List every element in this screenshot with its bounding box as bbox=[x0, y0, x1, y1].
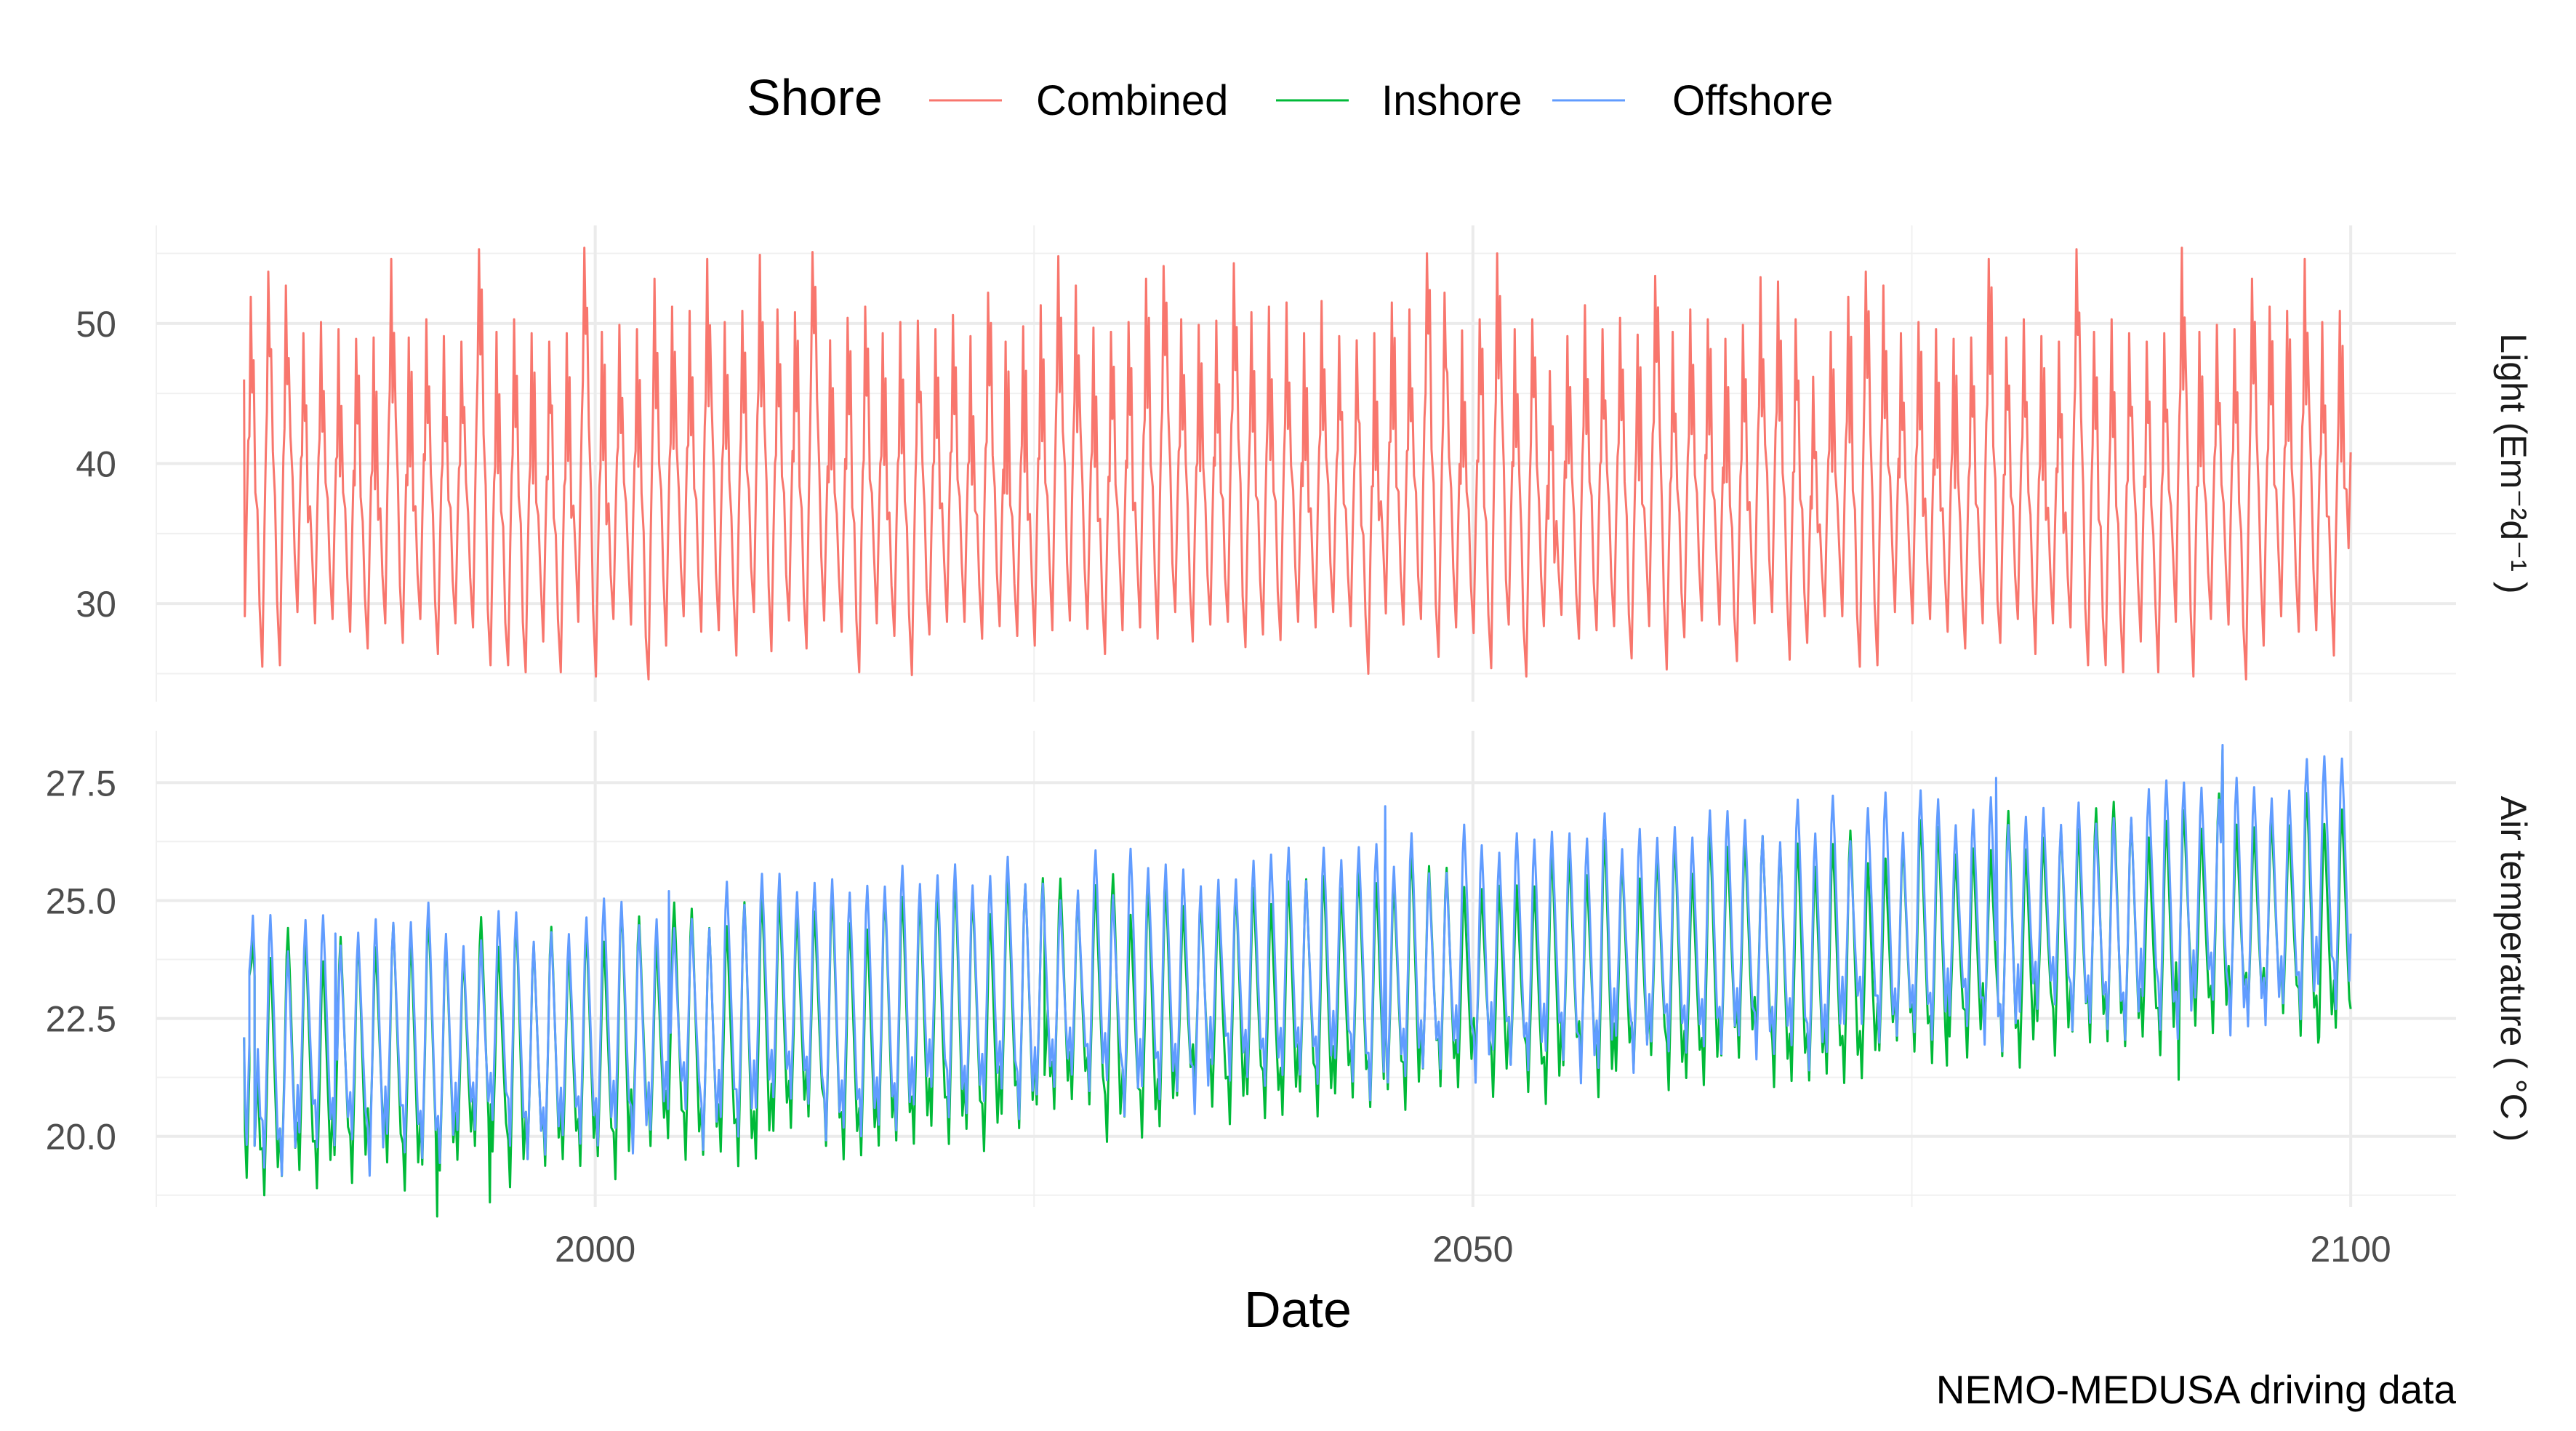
panel-light: 30 40 50 Light (Em⁻²d⁻¹ ) bbox=[76, 225, 2534, 702]
x-tick-label: 2100 bbox=[2311, 1229, 2391, 1270]
legend-label-offshore: Offshore bbox=[1672, 77, 1833, 124]
y-tick-label: 40 bbox=[76, 444, 116, 485]
x-tick-label: 2050 bbox=[1432, 1229, 1513, 1270]
y-tick-label: 27.5 bbox=[46, 763, 116, 803]
x-axis-tick-labels: 2000 2050 2100 bbox=[555, 1229, 2391, 1270]
x-tick-label: 2000 bbox=[555, 1229, 635, 1270]
legend-label-combined: Combined bbox=[1036, 77, 1228, 124]
legend: Shore Combined Inshore Offshore bbox=[747, 69, 1833, 126]
y-tick-label: 22.5 bbox=[46, 999, 116, 1040]
y-tick-label: 50 bbox=[76, 304, 116, 345]
series-line-offshore bbox=[243, 744, 2352, 1177]
panel-air-temperature-series bbox=[243, 744, 2352, 1218]
panel-air-temperature: 20.0 22.5 25.0 27.5 Air temperature ( °C ) bbox=[46, 731, 2534, 1218]
panel-air-temperature-strip-label: Air temperature ( °C ) bbox=[2493, 796, 2534, 1142]
series-line-combined bbox=[243, 246, 2352, 681]
panel-light-strip-label: Light (Em⁻²d⁻¹ ) bbox=[2493, 333, 2534, 593]
panel-air-temperature-y-tick-labels: 20.0 22.5 25.0 27.5 bbox=[46, 763, 116, 1157]
y-tick-label: 20.0 bbox=[46, 1117, 116, 1158]
series-line-inshore bbox=[243, 748, 2352, 1218]
legend-label-inshore: Inshore bbox=[1381, 77, 1522, 124]
x-axis-label: Date bbox=[1244, 1281, 1352, 1338]
legend-title: Shore bbox=[747, 69, 883, 126]
caption: NEMO-MEDUSA driving data bbox=[1936, 1367, 2457, 1412]
panel-light-series bbox=[243, 246, 2352, 681]
panel-light-y-tick-labels: 30 40 50 bbox=[76, 304, 116, 625]
y-tick-label: 25.0 bbox=[46, 881, 116, 921]
y-tick-label: 30 bbox=[76, 584, 116, 625]
